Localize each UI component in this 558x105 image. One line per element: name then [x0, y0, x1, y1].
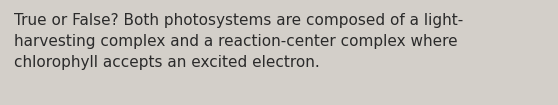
Text: True or False? Both photosystems are composed of a light-
harvesting complex and: True or False? Both photosystems are com… [14, 13, 463, 70]
